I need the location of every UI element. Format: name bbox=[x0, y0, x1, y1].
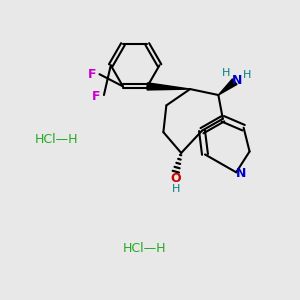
Text: HCl—H: HCl—H bbox=[122, 242, 166, 255]
Text: F: F bbox=[88, 68, 96, 81]
Text: H: H bbox=[172, 184, 180, 194]
Text: N: N bbox=[236, 167, 247, 180]
Text: H: H bbox=[243, 70, 251, 80]
Text: N: N bbox=[232, 74, 242, 87]
Text: O: O bbox=[170, 172, 181, 185]
Polygon shape bbox=[147, 83, 190, 90]
Polygon shape bbox=[218, 79, 237, 95]
Text: H: H bbox=[222, 68, 231, 78]
Text: F: F bbox=[92, 90, 101, 103]
Text: HCl—H: HCl—H bbox=[34, 133, 78, 146]
